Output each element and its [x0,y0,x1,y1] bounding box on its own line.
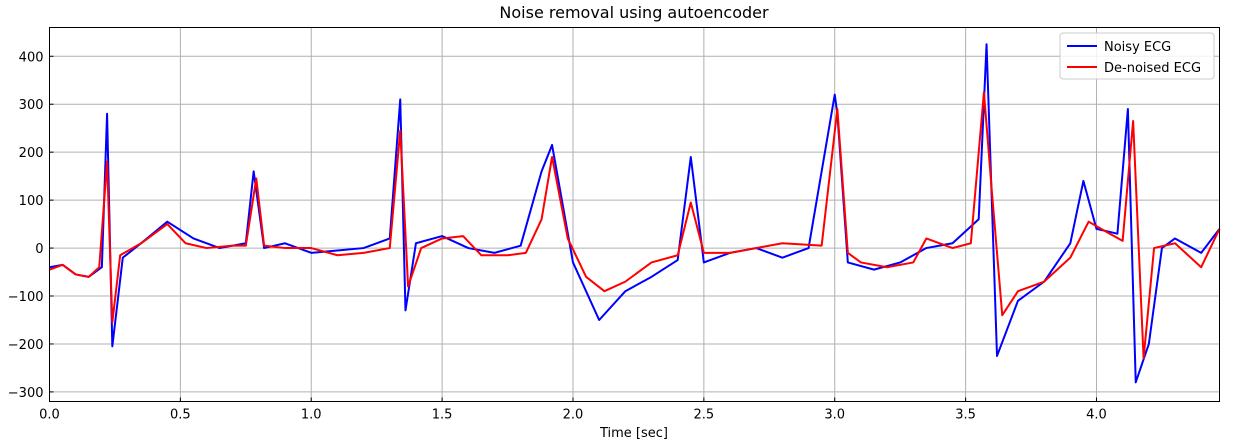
x-tick-label: 1.0 [301,408,322,423]
x-axis-label: Time [sec] [599,426,668,441]
y-tick-label: −200 [8,338,44,353]
y-tick-label: 300 [19,98,44,113]
legend-noisy-label: Noisy ECG [1104,40,1171,55]
y-tick-label: 200 [19,146,44,161]
x-axis-ticks: 0.0 0.5 1.0 1.5 2.0 2.5 3.0 3.5 4.0 [39,397,1107,423]
x-tick-label: 0.5 [170,408,191,423]
x-tick-label: 3.5 [955,408,976,423]
x-tick-label: 1.5 [432,408,453,423]
legend-denoised-label: De-noised ECG [1104,61,1201,76]
denoised-ecg-line [49,91,1221,360]
x-tick-label: 2.0 [563,408,584,423]
y-tick-label: 0 [35,242,43,257]
y-tick-label: −100 [8,290,44,305]
y-tick-label: −300 [8,386,44,401]
x-tick-label: 3.0 [824,408,845,423]
plot-frame [49,27,1220,402]
x-tick-label: 4.0 [1086,408,1107,423]
y-axis-ticks: −300 −200 −100 0 100 200 300 400 [8,50,54,401]
grid [49,27,1220,402]
legend-box [1059,32,1215,80]
legend: Noisy ECG De-noised ECG [1059,32,1215,80]
noisy-ecg-line [49,43,1221,384]
y-tick-label: 100 [19,194,44,209]
y-tick-label: 400 [19,50,44,65]
x-tick-label: 0.0 [39,408,60,423]
series-layer [49,43,1221,384]
x-tick-label: 2.5 [694,408,715,423]
chart-title: Noise removal using autoencoder [499,3,769,22]
